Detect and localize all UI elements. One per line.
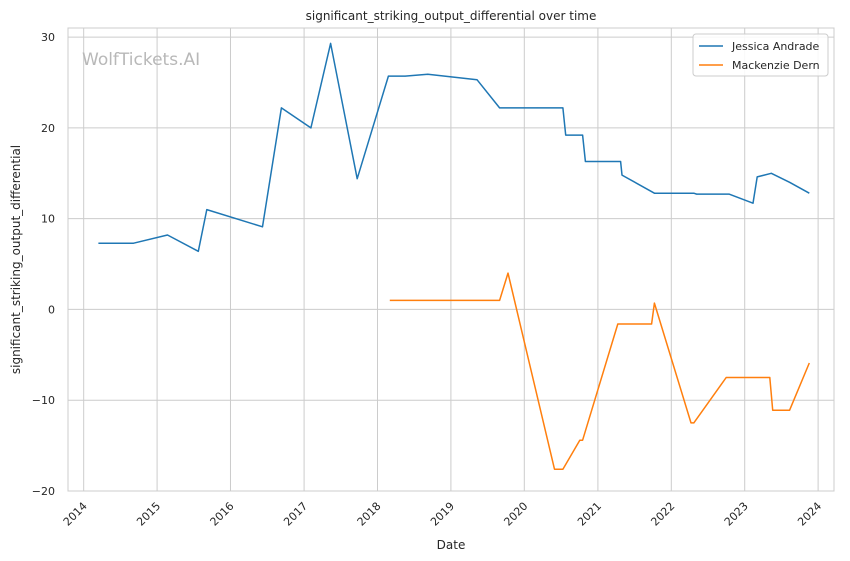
data-point [197,250,199,252]
data-point [696,193,698,195]
data-point [693,422,695,424]
data-point [387,75,389,77]
series-1 [389,272,810,470]
data-point [562,468,564,470]
plot-area [67,27,835,492]
x-tick-label: 2018 [355,500,384,529]
data-point [565,134,567,136]
legend-box [692,33,829,77]
data-point [808,192,810,194]
data-point [582,134,584,136]
y-tick-label: −10 [32,394,55,407]
data-point [651,323,653,325]
x-tick-label: 2023 [722,500,751,529]
data-point [553,468,555,470]
chart-title: significant_striking_output_differential… [306,9,597,23]
data-point [725,377,727,379]
data-point [770,172,772,174]
data-point [356,178,358,180]
data-point [752,202,754,204]
data-point [756,176,758,178]
data-point [582,439,584,441]
data-point [789,181,791,183]
data-point [693,192,695,194]
data-point [280,107,282,109]
data-point [261,226,263,228]
data-point [427,73,429,75]
data-point [808,362,810,364]
x-tick-label: 2020 [501,500,530,529]
y-tick-label: 30 [41,31,55,44]
data-point [620,160,622,162]
y-axis-title: significant_striking_output_differential [9,145,23,374]
data-point [653,192,655,194]
data-point [476,79,478,81]
data-point [562,107,564,109]
data-point [789,409,791,411]
x-tick-labels: 2014 2015 2016 2017 2018 2019 2020 2021 2022 2023… [61,500,824,529]
legend-items: Jessica Andrade Mackenzie Dern [699,40,820,72]
data-point [579,439,581,441]
series-line [98,42,810,253]
x-tick-label: 2021 [575,500,604,529]
x-tick-label: 2016 [208,500,237,529]
x-tick-label: 2022 [648,500,677,529]
data-point [330,42,332,44]
y-tick-label: 10 [41,213,55,226]
legend: Jessica Andrade Mackenzie Dern [692,33,829,77]
series-lines [97,42,810,470]
legend-label: Mackenzie Dern [732,59,820,72]
x-tick-label: 2017 [281,500,310,529]
grid [68,28,834,492]
legend-label: Jessica Andrade [731,40,820,53]
y-tick-labels: −20 −10 0 10 20 30 [32,31,55,498]
data-point [537,107,539,109]
data-point [167,234,169,236]
data-point [772,409,774,411]
data-point [206,209,208,211]
data-point [728,193,730,195]
data-point [584,160,586,162]
data-point [621,174,623,176]
data-point [690,422,692,424]
series-line [389,272,810,470]
y-tick-label: −20 [32,485,55,498]
data-point [653,302,655,304]
x-axis-title: Date [437,538,466,552]
data-point [133,242,135,244]
data-point [404,75,406,77]
data-point [97,242,99,244]
series-0 [97,42,810,253]
watermark: WolfTickets.AI [82,50,200,70]
data-point [617,323,619,325]
data-point [769,377,771,379]
data-point [499,299,501,301]
data-point [507,272,509,274]
y-tick-label: 20 [41,122,55,135]
y-tick-label: 0 [48,303,55,316]
x-tick-label: 2019 [428,500,457,529]
data-point [310,127,312,129]
data-point [499,107,501,109]
x-tick-label: 2024 [795,500,824,529]
data-point [404,299,406,301]
x-tick-label: 2014 [61,500,90,529]
data-point [389,299,391,301]
x-tick-label: 2015 [134,500,163,529]
